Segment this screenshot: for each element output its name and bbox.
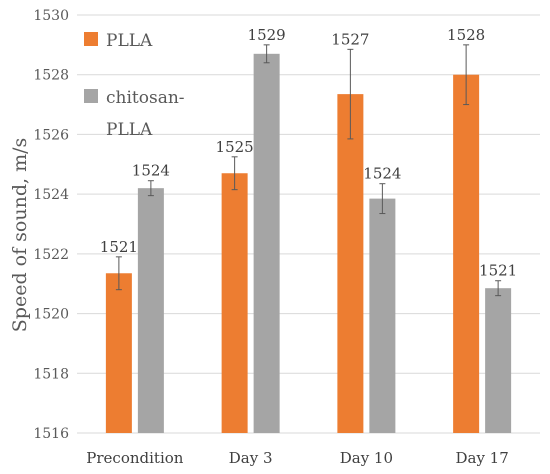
data-label: 1524: [132, 162, 170, 180]
y-tick-label: 1520: [33, 307, 69, 323]
data-label: 1521: [479, 262, 517, 280]
y-axis-title: Speed of sound, m/s: [9, 138, 31, 332]
legend-label-chitosan-plla: chitosan- PLLA: [106, 88, 190, 140]
bar-chitosan-plla: [369, 198, 396, 433]
y-tick-label: 1522: [33, 247, 69, 263]
y-tick-label: 1528: [33, 68, 69, 84]
data-label: 1527: [331, 30, 369, 48]
y-tick-labels: 1516 1518 1520 1522 1524 1526 1528 1530: [33, 8, 69, 442]
y-tick-label: 1530: [33, 8, 69, 24]
bar-chitosan-plla: [137, 188, 164, 433]
x-tick-labels: Precondition Day 3 Day 10 Day 17: [86, 449, 508, 467]
legend: PLLA chitosan- PLLA: [84, 31, 190, 140]
bar-plla: [337, 94, 364, 433]
legend-swatch-chitosan-plla: [84, 89, 98, 103]
bars: [105, 53, 512, 434]
y-tick-label: 1524: [33, 187, 69, 203]
data-label: 1528: [447, 26, 485, 44]
y-tick-label: 1518: [33, 366, 69, 382]
data-label: 1524: [363, 165, 401, 183]
data-label: 1521: [100, 238, 138, 256]
x-tick-label: Precondition: [86, 449, 183, 467]
bar-plla: [105, 273, 132, 433]
bar-chitosan-plla: [253, 53, 280, 434]
data-label: 1529: [248, 26, 286, 44]
x-tick-label: Day 3: [229, 449, 273, 467]
bar-chitosan-plla: [485, 288, 512, 433]
error-bars: [115, 44, 502, 297]
y-tick-label: 1526: [33, 127, 69, 143]
legend-label-plla: PLLA: [106, 31, 153, 51]
x-tick-label: Day 17: [455, 449, 508, 467]
y-tick-label: 1516: [33, 426, 69, 442]
legend-swatch-plla: [84, 32, 98, 46]
data-label: 1525: [216, 138, 254, 156]
x-tick-label: Day 10: [340, 449, 393, 467]
bar-plla: [221, 173, 248, 433]
data-labels: 1521 1524 1525 1529 1527 1524 1528 1521: [100, 26, 517, 280]
bar-plla: [453, 74, 480, 433]
